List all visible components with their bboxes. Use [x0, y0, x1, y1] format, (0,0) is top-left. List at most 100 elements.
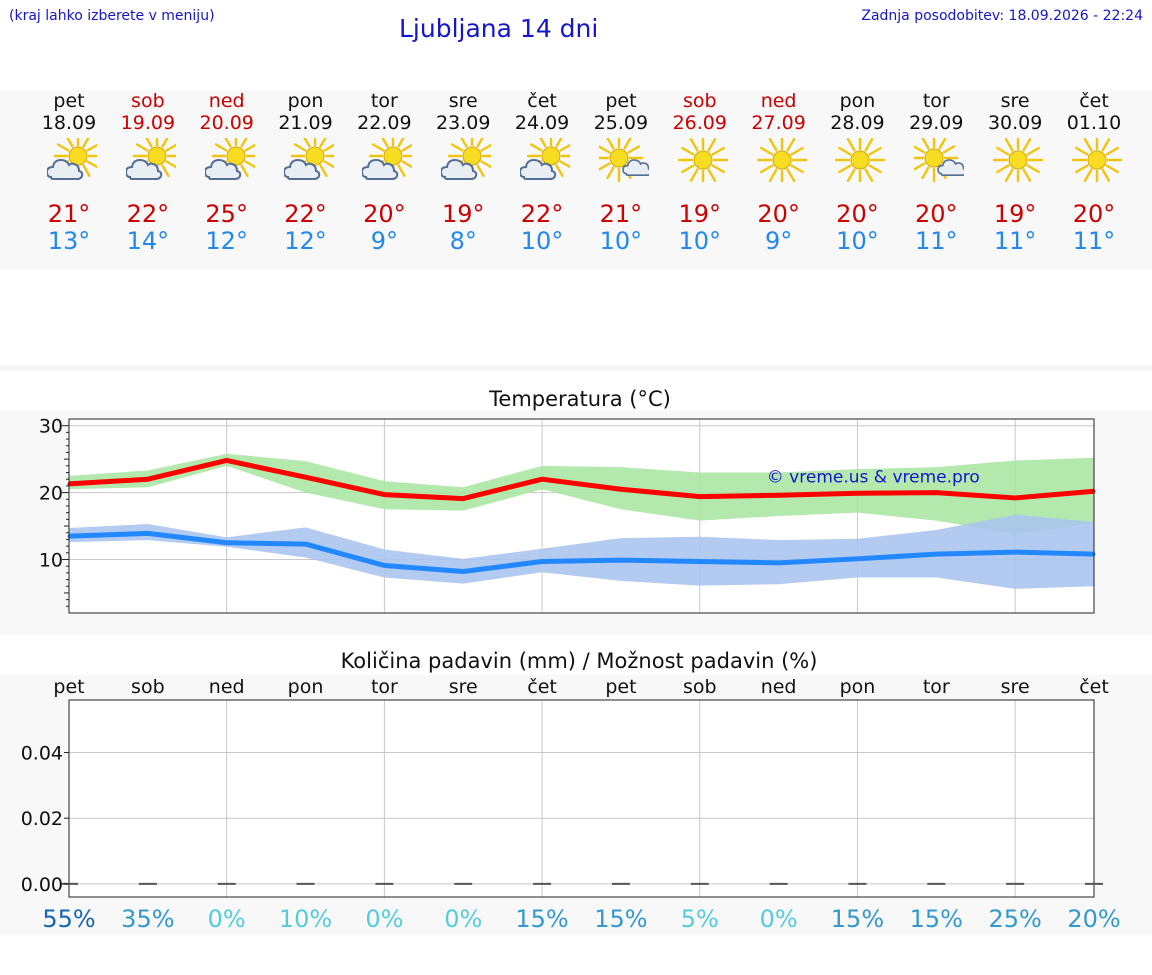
plot-frame — [68, 418, 1095, 614]
x-tick-label: pet — [53, 676, 84, 698]
day-column: pet 25.09 21° 10° — [581, 90, 661, 270]
max-point — [225, 458, 229, 462]
max-temperature: 19° — [993, 200, 1037, 228]
max-point — [855, 491, 859, 495]
day-name: pon — [287, 90, 324, 112]
precipitation-probability: 10% — [279, 905, 332, 933]
precipitation-probability: 15% — [831, 905, 884, 933]
x-tick-label: ned — [209, 676, 245, 698]
min-point — [1013, 550, 1017, 554]
day-name: tor — [370, 90, 398, 112]
x-tick-label: čet — [527, 676, 557, 698]
min-point — [146, 531, 150, 535]
precipitation-bar — [769, 882, 788, 885]
page-title: Ljubljana 14 dni — [399, 14, 599, 43]
temperature-panel: 10 20 30 © vreme.us & vreme.pro — [0, 410, 1152, 635]
day-name: sob — [682, 90, 717, 112]
max-temperature: 22° — [284, 200, 327, 228]
min-point — [304, 542, 308, 546]
sun-icon — [756, 134, 807, 186]
day-column: pon 28.09 20° 10° — [817, 90, 897, 270]
precipitation-probability: 55% — [42, 905, 95, 933]
min-point — [225, 541, 229, 545]
watermark: © vreme.us & vreme.pro — [767, 468, 980, 488]
day-date: 28.09 — [830, 112, 885, 134]
precipitation-probability: 0% — [760, 905, 798, 933]
sun-small-cloud-icon — [594, 133, 652, 183]
x-tick-label: tor — [923, 676, 950, 698]
day-name: ned — [208, 90, 245, 112]
sun-cloud-icon — [282, 131, 339, 182]
x-tick-label: pon — [288, 676, 324, 698]
daily-forecast-strip: pet 18.09 21° 13° sob 19.09 22° 14° ned 20… — [0, 90, 1152, 270]
min-temperature: 10° — [520, 227, 564, 255]
min-point — [382, 564, 386, 568]
max-temperature: 20° — [363, 200, 406, 228]
precipitation-bar — [1085, 882, 1103, 885]
min-point — [619, 558, 623, 562]
y-tick-label: 0.02 — [21, 808, 63, 830]
max-point — [777, 493, 781, 497]
min-range-band — [69, 514, 1094, 589]
day-date: 01.10 — [1066, 112, 1122, 134]
max-temperature: 20° — [1072, 200, 1116, 228]
day-name: sre — [448, 90, 478, 112]
min-temperature: 11° — [1072, 227, 1116, 255]
temperature-chart: 10 20 30 © vreme.us & vreme.pro — [39, 416, 1096, 614]
precipitation-bar — [375, 882, 394, 885]
precipitation-chart: 0.00 0.02 0.04 pet sob ned pon tor sre čet pet sob n… — [21, 676, 1121, 933]
precipitation-bar — [454, 882, 473, 885]
x-tick-label: ned — [761, 676, 797, 698]
precipitation-probability: 0% — [208, 905, 246, 933]
day-name: ned — [760, 90, 797, 112]
day-column: čet 01.10 20° 11° — [1054, 90, 1134, 270]
min-point — [461, 570, 465, 574]
max-point — [540, 477, 544, 481]
max-point — [382, 493, 386, 497]
day-name: sob — [131, 90, 165, 112]
day-column: pet 18.09 21° 13° — [29, 90, 109, 270]
day-column: sre 23.09 19° 8° — [423, 90, 503, 270]
day-column: ned 20.09 25° 12° — [187, 90, 267, 270]
sun-small-cloud-icon — [910, 133, 968, 183]
max-temperature: 20° — [915, 200, 958, 228]
precipitation-probability: 15% — [910, 905, 963, 933]
max-point — [619, 487, 623, 491]
precipitation-bar — [927, 882, 946, 885]
day-date: 21.09 — [278, 112, 333, 134]
sun-icon — [1071, 134, 1123, 186]
x-tick-label: sre — [1001, 676, 1030, 698]
sun-cloud-icon — [519, 131, 576, 182]
x-tick-label: pet — [605, 676, 636, 698]
day-name: čet — [527, 90, 557, 112]
max-temperature: 22° — [520, 200, 564, 228]
day-column: sob 19.09 22° 14° — [108, 90, 188, 270]
x-tick-label: tor — [371, 676, 398, 698]
min-point — [855, 557, 859, 561]
x-tick-label: čet — [1079, 676, 1109, 698]
day-date: 20.09 — [199, 112, 254, 134]
min-temperature: 9° — [764, 227, 793, 255]
precipitation-chart-title: Količina padavin (mm) / Možnost padavin … — [340, 649, 818, 673]
day-date: 18.09 — [41, 112, 97, 134]
min-temperature: 11° — [915, 227, 958, 255]
day-name: pet — [605, 90, 637, 112]
day-column: pon 21.09 22° 12° — [266, 90, 346, 270]
divider — [0, 365, 1152, 371]
y-tick-label: 20 — [39, 483, 63, 505]
min-temperature: 12° — [205, 227, 248, 255]
sun-icon — [677, 134, 728, 186]
sun-icon — [992, 134, 1044, 186]
precipitation-probability: 0% — [365, 905, 403, 933]
day-date: 29.09 — [909, 112, 964, 134]
day-date: 23.09 — [436, 112, 491, 134]
day-name: pon — [839, 90, 876, 112]
x-tick-label: sob — [683, 676, 717, 698]
min-temperature: 10° — [599, 227, 643, 255]
min-temperature: 10° — [836, 227, 879, 255]
day-name: tor — [922, 90, 950, 112]
max-temperature: 21° — [47, 200, 91, 228]
precipitation-bar — [217, 882, 236, 885]
y-tick-label: 0.00 — [21, 874, 63, 896]
day-date: 27.09 — [751, 112, 806, 134]
